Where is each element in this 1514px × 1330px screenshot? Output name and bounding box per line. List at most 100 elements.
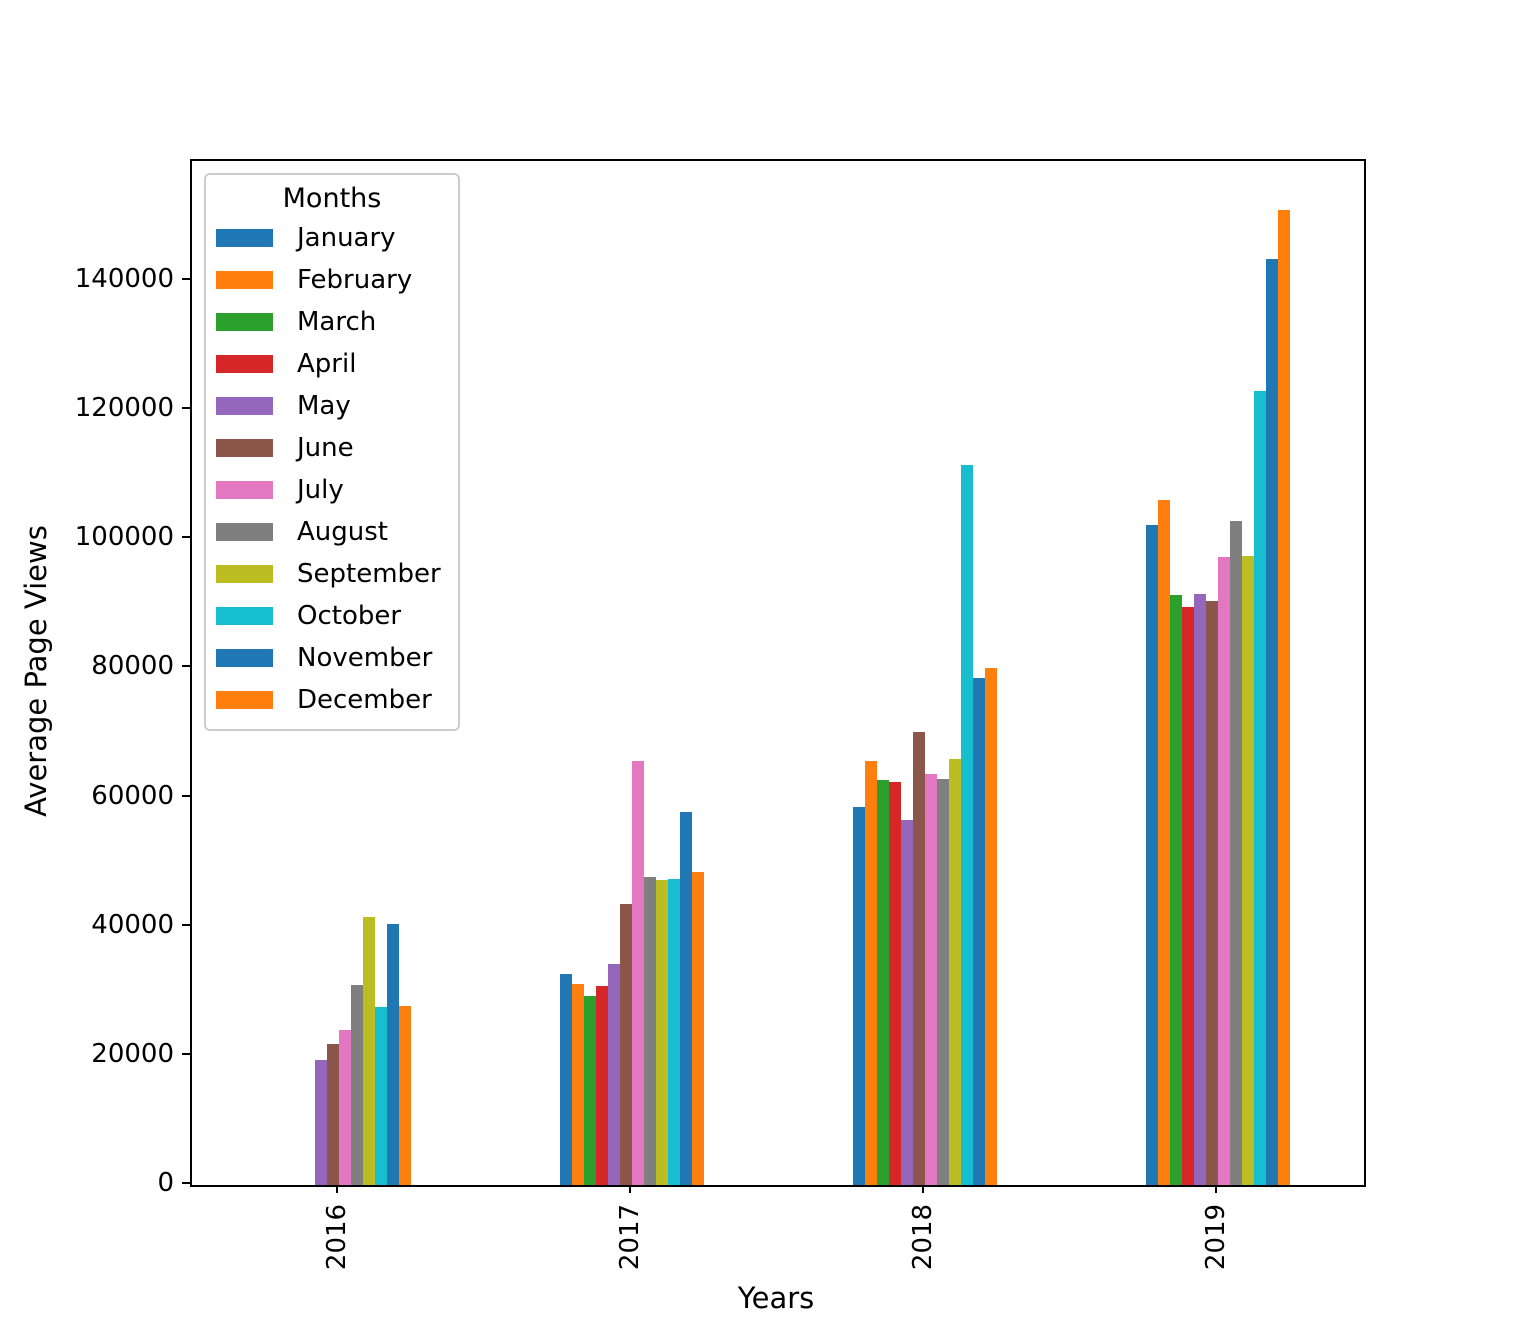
- bar-2016-june: [326, 1044, 339, 1185]
- legend-item-august: August: [206, 511, 458, 553]
- legend-item-march: March: [206, 301, 458, 343]
- y-tick-label-100000: 100000: [74, 522, 174, 553]
- bar-2018-may: [900, 819, 913, 1185]
- legend-label: December: [297, 685, 432, 715]
- legend-item-july: July: [206, 469, 458, 511]
- y-tick-label-0: 0: [157, 1168, 174, 1198]
- bar-2016-october: [374, 1007, 387, 1185]
- legend-label: February: [297, 265, 413, 295]
- legend-item-october: October: [206, 595, 458, 637]
- y-tick-label-120000: 120000: [74, 393, 174, 424]
- bar-group-2017: [559, 760, 704, 1185]
- legend-label: September: [297, 559, 441, 589]
- legend-item-june: June: [206, 427, 458, 469]
- bar-2016-august: [350, 984, 363, 1185]
- bar-2019-september: [1241, 556, 1254, 1185]
- legend-swatch-september: [216, 565, 273, 583]
- legend-label: June: [297, 433, 354, 463]
- legend-item-november: November: [206, 637, 458, 679]
- bar-2019-may: [1193, 594, 1206, 1185]
- x-tick-label-2017: 2017: [614, 1203, 645, 1271]
- bar-2019-december: [1277, 210, 1290, 1185]
- legend-swatch-november: [216, 649, 273, 667]
- legend-item-december: December: [206, 679, 458, 721]
- x-tick-label-2019: 2019: [1200, 1203, 1231, 1271]
- legend-item-september: September: [206, 553, 458, 595]
- bar-2019-february: [1157, 499, 1170, 1185]
- x-tick-label-2016: 2016: [321, 1203, 352, 1271]
- legend-label: April: [297, 349, 357, 379]
- bar-2017-august: [643, 877, 656, 1185]
- bar-2018-june: [912, 731, 925, 1185]
- legend-swatch-april: [216, 355, 273, 373]
- bar-2017-march: [583, 995, 596, 1185]
- bar-2016-may: [314, 1059, 327, 1185]
- bar-2019-october: [1253, 390, 1266, 1185]
- bar-2017-may: [607, 964, 620, 1185]
- bar-2018-august: [936, 778, 949, 1185]
- bar-2018-february: [864, 760, 877, 1185]
- legend-item-february: February: [206, 259, 458, 301]
- legend-swatch-august: [216, 523, 273, 541]
- bar-2019-july: [1217, 556, 1230, 1185]
- bar-group-2019: [1145, 210, 1290, 1185]
- bar-group-2018: [852, 465, 997, 1185]
- bar-2018-april: [888, 782, 901, 1185]
- y-tick-label-40000: 40000: [91, 909, 174, 940]
- bar-2018-october: [960, 465, 973, 1185]
- legend-title: Months: [282, 183, 382, 214]
- bar-2017-september: [655, 879, 668, 1185]
- y-tick-mark: [182, 1182, 190, 1184]
- bar-2019-november: [1265, 258, 1278, 1185]
- legend-item-april: April: [206, 343, 458, 385]
- legend-swatch-january: [216, 229, 273, 247]
- bar-2019-april: [1181, 607, 1194, 1185]
- bar-2017-november: [679, 811, 692, 1185]
- bar-2017-april: [595, 986, 608, 1185]
- y-tick-mark: [182, 407, 190, 410]
- legend-label: January: [297, 223, 396, 253]
- bar-2018-december: [984, 668, 997, 1185]
- bar-2017-december: [691, 871, 704, 1185]
- bar-2018-november: [972, 677, 985, 1185]
- legend-swatch-october: [216, 607, 273, 625]
- bar-2018-march: [876, 779, 889, 1185]
- legend-label: May: [297, 391, 351, 421]
- bar-2017-july: [631, 760, 644, 1185]
- legend-label: March: [297, 307, 377, 337]
- legend-swatch-june: [216, 439, 273, 457]
- bar-2017-october: [667, 878, 680, 1185]
- legend-label: August: [297, 517, 388, 547]
- legend-swatch-march: [216, 313, 273, 331]
- x-tick-mark: [1214, 1185, 1217, 1193]
- bar-2016-november: [386, 924, 399, 1185]
- y-tick-mark: [182, 923, 190, 926]
- plot-area: Months January February March April May June J…: [190, 159, 1366, 1187]
- bar-2018-january: [852, 807, 865, 1185]
- bar-2019-august: [1229, 521, 1242, 1185]
- y-tick-mark: [182, 1052, 190, 1055]
- legend-item-january: January: [206, 217, 458, 259]
- x-tick-mark: [335, 1185, 338, 1193]
- y-tick-mark: [182, 536, 190, 539]
- y-tick-label-140000: 140000: [74, 264, 174, 295]
- legend-swatch-may: [216, 397, 273, 415]
- bar-2016-september: [362, 917, 375, 1185]
- bar-2017-june: [619, 904, 632, 1185]
- bar-2016-july: [338, 1030, 351, 1185]
- x-tick-mark: [628, 1185, 631, 1193]
- y-tick-mark: [182, 278, 190, 281]
- bar-2017-january: [559, 973, 572, 1185]
- legend-label: July: [297, 475, 344, 505]
- x-axis-label: Years: [737, 1281, 815, 1315]
- bar-2017-february: [571, 983, 584, 1185]
- legend-swatch-july: [216, 481, 273, 499]
- x-tick-label-2018: 2018: [907, 1203, 938, 1271]
- bar-group-2016: [267, 917, 411, 1185]
- bar-2019-january: [1145, 524, 1158, 1185]
- y-tick-label-20000: 20000: [91, 1038, 174, 1069]
- y-tick-label-60000: 60000: [91, 780, 174, 811]
- bar-2019-march: [1169, 594, 1182, 1185]
- legend-label: November: [297, 643, 433, 673]
